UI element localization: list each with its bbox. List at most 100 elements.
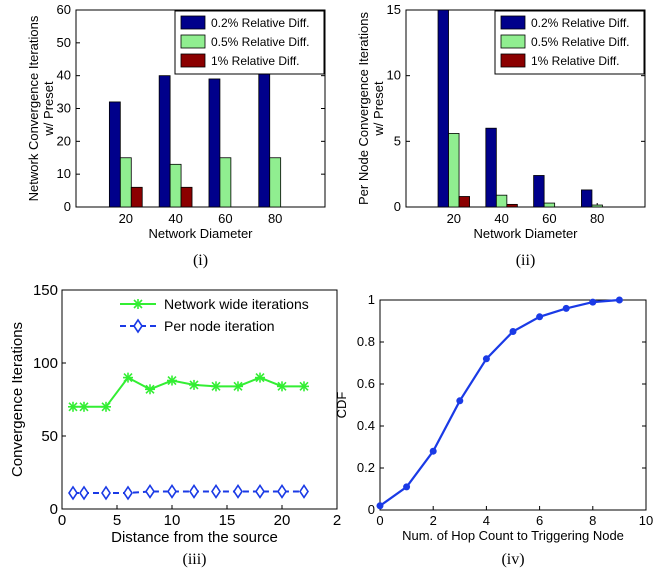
data-point (403, 483, 411, 491)
data-point (277, 484, 287, 499)
x-tick-label: 60 (218, 211, 232, 226)
x-tick-label: 4 (483, 513, 490, 528)
data-point (277, 381, 287, 392)
y-tick-label: 50 (41, 428, 58, 445)
marker-stroke (189, 380, 199, 390)
y-tick-label: 10 (387, 68, 401, 83)
legend-label: 0.2% Relative Diff. (211, 16, 310, 30)
legend-swatch (180, 15, 206, 30)
data-point (299, 381, 309, 392)
bar (119, 157, 132, 208)
y-tick-label: 50 (57, 35, 71, 50)
marker-stroke (133, 299, 143, 309)
data-point (145, 384, 155, 395)
bar (108, 101, 121, 208)
data-point (79, 485, 89, 501)
x-tick-label: 6 (536, 513, 543, 528)
y-axis-label: Convergence Iterations (9, 322, 26, 477)
legend-marker (133, 299, 143, 309)
x-tick-label: 20 (447, 211, 461, 226)
y-tick-label: 0.6 (357, 376, 375, 391)
plot-frame (61, 289, 338, 510)
legend-swatch (500, 53, 526, 68)
y-tick-label: 0 (64, 199, 71, 214)
marker-stroke (101, 402, 111, 412)
marker-stroke (145, 384, 155, 394)
y-axis-label: Per Node Convergence Iterations (356, 12, 371, 205)
data-point (123, 372, 133, 383)
x-tick-label: 0 (376, 513, 383, 528)
data-point (429, 447, 437, 455)
chart-2: 0 5 10 15 20 40 60 80 0.2% Relative Diff. 0.5% Re… (356, 2, 646, 269)
x-tick-label: 2 (333, 512, 341, 529)
y-tick-label: 10 (57, 166, 71, 181)
y-tick-label: 5 (394, 133, 401, 148)
x-tick-label: 8 (589, 513, 596, 528)
x-tick-label: 80 (590, 211, 604, 226)
y-axis-label: CDF (334, 392, 349, 419)
bar (219, 157, 232, 208)
legend-label: 0.5% Relative Diff. (531, 35, 630, 49)
x-tick-label: 40 (168, 211, 182, 226)
legend-swatch (500, 15, 526, 30)
data-point (123, 485, 133, 501)
y-tick-label: 0 (394, 199, 401, 214)
data-point (255, 484, 265, 499)
chart-caption: (i) (193, 252, 208, 269)
chart-1: 0 10 20 30 40 50 60 20 40 60 80 0.2% Relative Diff.… (26, 2, 326, 269)
data-point (101, 401, 111, 412)
bar (208, 78, 221, 208)
data-point (255, 372, 265, 383)
bar (180, 186, 193, 208)
legend-label: 1% Relative Diff. (211, 54, 299, 68)
data-point (482, 355, 490, 363)
x-axis-label: Num. of Hop Count to Triggering Node (402, 528, 624, 543)
data-point (509, 328, 517, 335)
bar (437, 9, 449, 208)
bar (258, 71, 271, 208)
chart-caption: (iv) (501, 551, 524, 568)
legend-label: Per node iteration (164, 318, 275, 334)
marker-stroke (255, 373, 265, 383)
data-point (211, 484, 221, 499)
bar (495, 194, 508, 208)
y-tick-label: 0 (50, 501, 58, 518)
x-axis-label: Network Diameter (473, 226, 578, 241)
bar (448, 133, 460, 208)
marker-stroke (167, 375, 177, 386)
x-axis-label: Network Diameter (148, 226, 253, 241)
data-point (536, 313, 544, 321)
series-line (379, 298, 620, 507)
legend-marker (133, 318, 143, 334)
data-point (233, 381, 243, 392)
bar (458, 196, 470, 208)
bar (533, 175, 545, 208)
y-axis-label: Network Convergence Iterations (26, 15, 41, 201)
y-tick-label: 100 (33, 355, 58, 372)
x-tick-label: 2 (430, 513, 437, 528)
legend-label: 1% Relative Diff. (531, 54, 619, 68)
x-tick-label: 15 (219, 512, 236, 529)
x-tick-label: 20 (119, 211, 133, 226)
marker-stroke (123, 373, 133, 383)
data-point (68, 485, 78, 501)
data-point (189, 484, 199, 499)
data-point (167, 375, 177, 386)
y-tick-label: 60 (57, 2, 71, 17)
bar (269, 157, 282, 208)
marker-stroke (79, 402, 89, 412)
y-tick-label: 0.2 (357, 460, 375, 475)
data-point (589, 298, 597, 306)
bar (485, 127, 497, 208)
legend-label: 0.2% Relative Diff. (531, 16, 630, 30)
data-point (299, 484, 309, 499)
y-tick-label: 0.8 (357, 334, 375, 349)
x-axis-label: Distance from the source (111, 529, 278, 546)
y-tick-label: 0.4 (357, 418, 375, 433)
data-point (456, 397, 464, 405)
x-tick-label: 10 (164, 512, 181, 529)
chart-caption: (ii) (516, 252, 536, 269)
data-point (101, 485, 111, 501)
y-axis-label: w/ Preset (41, 81, 56, 137)
data-point (79, 401, 89, 412)
